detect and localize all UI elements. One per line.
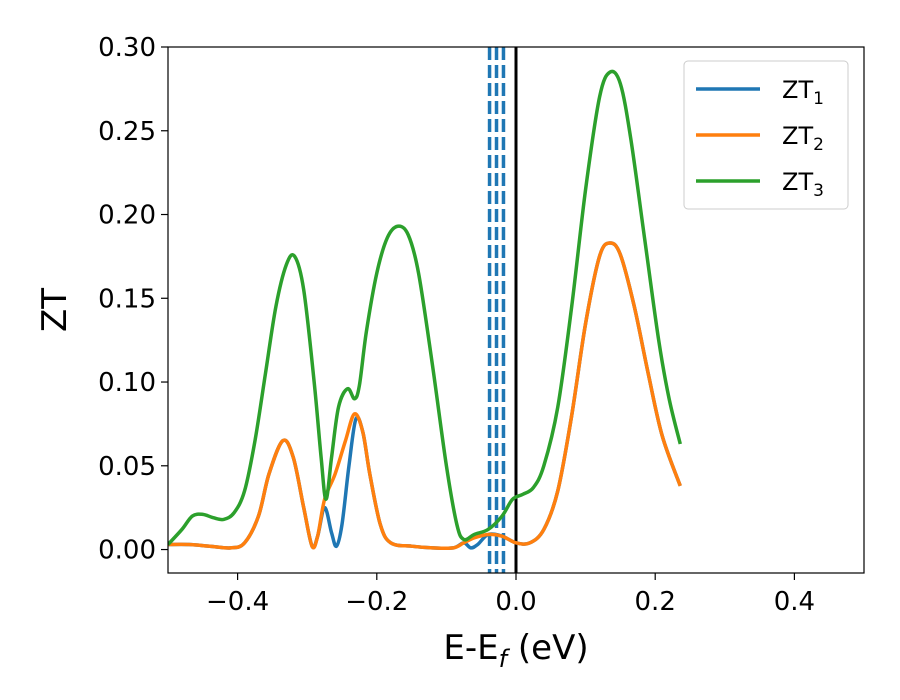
y-tick-label: 0.00 (98, 536, 156, 566)
x-tick-label: −0.2 (345, 587, 408, 617)
series-layer (168, 69, 682, 551)
reference-lines (487, 47, 518, 573)
legend-label-zt3: ZT3 (782, 168, 824, 201)
series-line-zt3 (168, 69, 682, 546)
x-tick-label: −0.4 (206, 587, 269, 617)
legend-label-zt2: ZT2 (782, 122, 824, 155)
y-tick-label: 0.15 (98, 284, 156, 314)
y-axis-title: ZT (35, 288, 75, 332)
y-tick-label: 0.30 (98, 33, 156, 63)
legend-box (683, 60, 849, 210)
y-tick-label: 0.10 (98, 368, 156, 398)
x-axis-title: E-Ef (eV) (443, 628, 588, 673)
y-axis: 0.00 0.05 0.10 0.15 0.20 0.25 0.30 (98, 33, 168, 566)
x-tick-label: 0.4 (774, 587, 815, 617)
x-tick-label: 0.2 (635, 587, 676, 617)
y-tick-label: 0.20 (98, 201, 156, 231)
y-tick-label: 0.05 (98, 452, 156, 482)
legend: ZT1 ZT2 ZT3 (683, 60, 849, 210)
legend-label-zt1: ZT1 (782, 76, 824, 109)
y-tick-label: 0.25 (98, 117, 156, 147)
series-line-zt2 (168, 241, 682, 551)
x-axis: −0.4 −0.2 0.0 0.2 0.4 (206, 573, 815, 617)
x-tick-label: 0.0 (495, 587, 536, 617)
